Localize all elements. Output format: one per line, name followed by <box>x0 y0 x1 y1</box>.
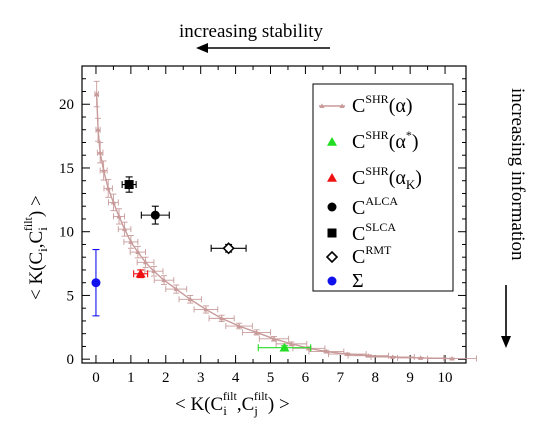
legend: Σ CSHR(α) CSHR(α*) CSHR(αK) CALCA CSLCA … <box>312 83 454 292</box>
x-axis-label: < K(Cifilt,Cjfilt) > <box>175 389 290 418</box>
curve-point <box>390 354 396 359</box>
y-axis-label: < K(Ci,Cifilt) > <box>21 195 50 300</box>
curve-point <box>449 355 455 361</box>
x-tick-label: 5 <box>267 370 275 386</box>
curve-point <box>161 277 167 283</box>
curve-line <box>95 94 453 360</box>
curve-point <box>271 336 277 341</box>
curve-point <box>135 249 141 255</box>
curve-point <box>97 150 103 155</box>
y-tick-label: 10 <box>59 225 74 241</box>
point-black-circle <box>150 210 160 220</box>
legend-label-alca: CALCA <box>352 194 398 219</box>
x-tick-label: 9 <box>406 370 414 386</box>
curve-point <box>116 213 122 219</box>
right-arrow-label: increasing information <box>507 88 528 261</box>
legend-label-rmt: CRMT <box>352 243 392 268</box>
x-tick-label: 1 <box>127 370 135 386</box>
legend-label-shr-alpha: CSHR(α) <box>352 92 413 117</box>
legend-blue-circle <box>327 276 337 286</box>
curve-point <box>95 127 101 132</box>
curve-point <box>236 323 242 328</box>
curve-point <box>365 353 371 358</box>
y-tick-label: 5 <box>67 288 75 304</box>
curve-point <box>253 329 260 335</box>
legend-curve-point <box>339 103 345 108</box>
legend-label-shr-alpha-k: CSHR(αK) <box>352 164 422 192</box>
legend-black-circle <box>327 202 337 212</box>
curve-point <box>110 199 117 205</box>
curve-point <box>418 355 424 360</box>
curve-point <box>323 348 329 354</box>
legend-label-shr-alpha-star: CSHR(α*) <box>352 128 419 153</box>
legend-label-slca: CSLCA <box>352 220 396 245</box>
data-points <box>91 176 312 352</box>
curve-point <box>101 167 107 173</box>
x-tick-label: 4 <box>232 370 240 386</box>
x-tick-label: 3 <box>197 370 205 386</box>
x-tick-label: 0 <box>92 370 100 386</box>
top-arrow <box>196 43 330 53</box>
y-tick-label: 20 <box>59 97 74 113</box>
x-tick-label: 8 <box>371 370 379 386</box>
legend-curve-point <box>319 103 325 108</box>
legend-black-square <box>327 228 337 238</box>
curve-point <box>142 259 149 265</box>
curve-point <box>203 306 209 312</box>
x-tick-label: 2 <box>162 370 170 386</box>
legend-label-sigma-text: Σ <box>352 270 364 292</box>
legend-green-triangle <box>327 137 337 146</box>
x-tick-label: 6 <box>302 370 310 386</box>
x-tick-label: 7 <box>337 370 345 386</box>
curve-point <box>219 315 225 321</box>
point-red-triangle <box>135 268 146 278</box>
curve-point <box>94 91 100 96</box>
curve-point <box>173 286 179 292</box>
curve-point <box>344 351 350 357</box>
y-tick-label: 0 <box>67 352 75 368</box>
y-axis: 0 5 10 15 20 <box>59 65 466 368</box>
top-arrow-label: increasing stability <box>179 21 324 42</box>
curve-point <box>121 226 128 232</box>
x-tick-label: 10 <box>438 370 453 386</box>
curve-point <box>151 268 157 274</box>
y-tick-label: 15 <box>59 161 74 177</box>
curve-point <box>105 185 111 191</box>
legend-red-triangle <box>327 173 337 182</box>
right-arrow <box>501 285 511 348</box>
point-blue-circle <box>91 278 101 288</box>
shr-curve <box>93 80 477 362</box>
point-open-diamond <box>222 242 235 255</box>
curve-point <box>288 341 295 346</box>
point-black-square <box>124 180 134 190</box>
curve-point <box>128 239 134 244</box>
plot-frame <box>81 65 467 364</box>
curve-point <box>187 296 193 302</box>
point-green-triangle <box>279 342 290 352</box>
legend-open-diamond <box>325 250 339 264</box>
x-axis: 0 1 2 3 4 5 6 7 8 9 10 <box>92 66 453 386</box>
